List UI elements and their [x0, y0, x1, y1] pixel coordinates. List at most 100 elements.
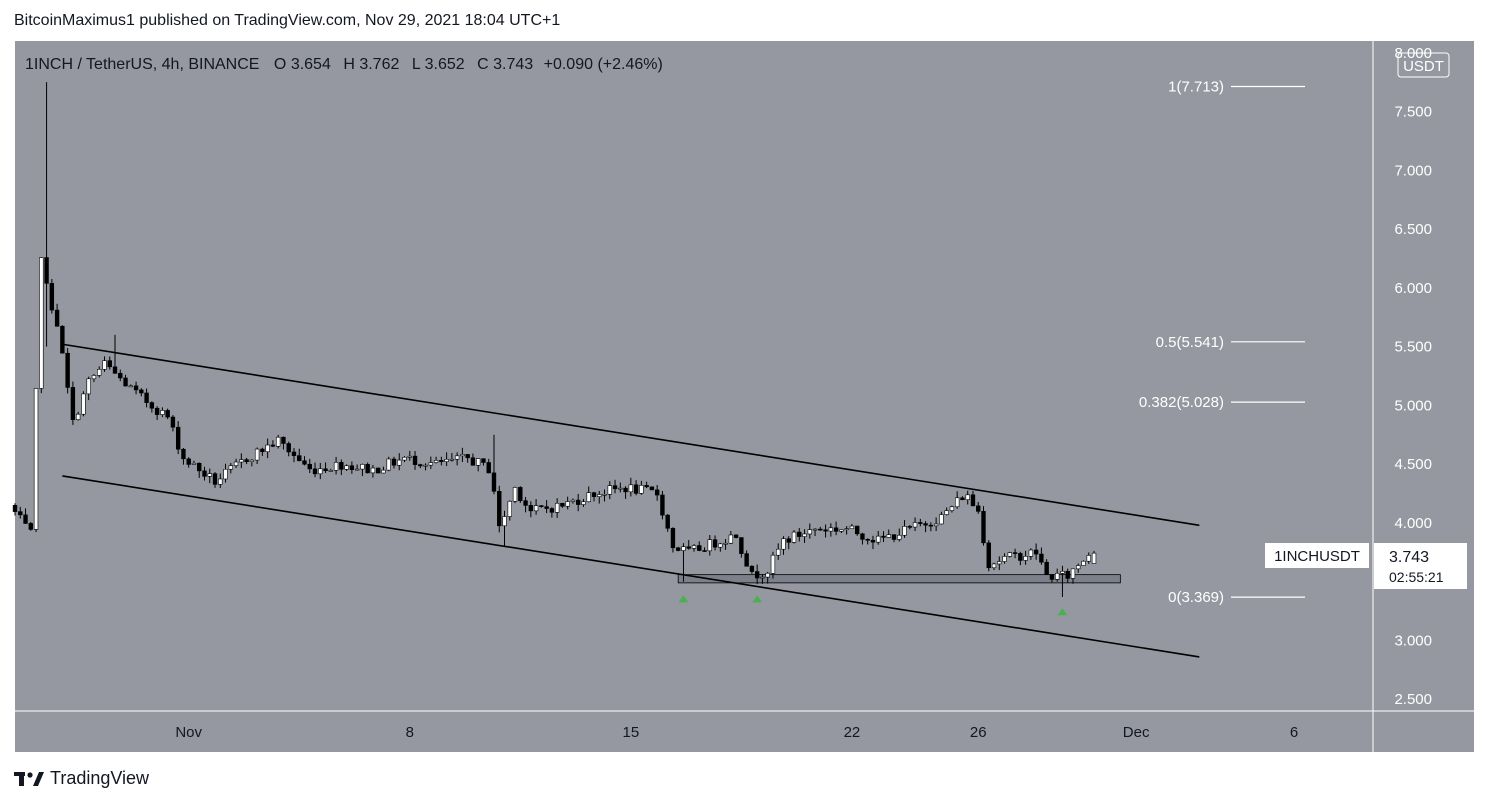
- candle-down: [391, 458, 397, 466]
- legend-high-value: 3.762: [359, 56, 399, 73]
- candle-up: [839, 529, 844, 532]
- candle-up: [1023, 556, 1028, 561]
- candle-up: [1028, 549, 1034, 557]
- candle-down: [644, 485, 649, 488]
- bar-countdown: 02:55:21: [1389, 569, 1444, 585]
- candle-up: [407, 455, 412, 458]
- candle-down: [986, 542, 991, 569]
- candle-up: [1076, 565, 1081, 570]
- fib-label: 1(7.713): [1168, 78, 1224, 95]
- candle-down: [175, 426, 181, 450]
- bounce-arrow-icon: [1057, 608, 1068, 616]
- support-zone[interactable]: [677, 574, 1121, 584]
- x-tick-label: 8: [406, 724, 414, 741]
- candle-down: [523, 500, 528, 506]
- candle-down: [865, 539, 870, 541]
- candle-up: [275, 436, 281, 447]
- candle-up: [402, 456, 407, 461]
- candle-down: [686, 546, 691, 549]
- y-tick-label: 3.000: [1394, 632, 1432, 649]
- bounce-arrow-icon: [678, 595, 689, 603]
- candle-down: [697, 545, 702, 551]
- candle-down: [149, 402, 155, 409]
- candle-up: [344, 465, 349, 470]
- candle-down: [49, 283, 55, 311]
- candle-up: [728, 534, 734, 544]
- candle-up: [607, 485, 612, 495]
- candle-up: [354, 468, 360, 471]
- candle-down: [881, 535, 886, 538]
- descending-channel[interactable]: [62, 343, 1200, 658]
- legend-symbol: 1INCH / TetherUS, 4h, BINANCE: [25, 56, 259, 73]
- candle-down: [165, 410, 170, 418]
- candle-up: [791, 531, 797, 543]
- candle-up: [954, 497, 960, 508]
- candlestick-series[interactable]: [12, 82, 1097, 597]
- y-tick-label: 2.500: [1394, 691, 1432, 708]
- legend-high-label: H: [343, 56, 355, 73]
- bounce-markers: [678, 595, 1068, 616]
- candle-up: [570, 499, 576, 502]
- bounce-arrow-icon: [752, 595, 763, 603]
- legend-change: +0.090 (+2.46%): [544, 56, 663, 73]
- candle-up: [1007, 552, 1013, 557]
- y-tick-label: 7.500: [1394, 104, 1432, 121]
- candle-up: [39, 257, 44, 389]
- x-tick-label: 15: [622, 724, 639, 741]
- candle-down: [797, 531, 802, 537]
- candle-down: [339, 462, 344, 470]
- candle-up: [681, 546, 686, 551]
- tradingview-logo-icon: [14, 771, 44, 787]
- candle-down: [870, 539, 876, 543]
- candle-down: [733, 534, 739, 538]
- candle-down: [907, 526, 913, 528]
- candle-down: [918, 522, 923, 524]
- candle-down: [186, 458, 191, 465]
- candle-up: [449, 458, 455, 461]
- candle-down: [1044, 561, 1049, 575]
- candle-down: [270, 444, 276, 447]
- candle-up: [718, 543, 723, 548]
- candle-up: [897, 534, 902, 540]
- candle-up: [370, 467, 376, 474]
- time-axis[interactable]: Nov 8 15 22 26 Dec 6: [175, 724, 1298, 741]
- candle-down: [981, 511, 986, 544]
- candle-up: [239, 459, 244, 463]
- candle-up: [1002, 556, 1007, 562]
- candle-down: [702, 550, 707, 552]
- candle-up: [533, 505, 539, 512]
- candle-down: [181, 448, 186, 460]
- currency-badge[interactable]: USDT: [1403, 58, 1444, 75]
- candle-up: [428, 462, 434, 466]
- channel-upper-line[interactable]: [62, 343, 1200, 527]
- candle-up: [849, 525, 855, 530]
- fib-label: 0(3.369): [1168, 589, 1224, 606]
- candle-down: [44, 257, 49, 284]
- candle-up: [223, 468, 228, 480]
- candle-up: [191, 462, 197, 465]
- footer-brand[interactable]: TradingView: [14, 768, 149, 789]
- fib-label: 0.382(5.028): [1139, 394, 1224, 411]
- x-tick-label: 26: [970, 724, 987, 741]
- channel-lower-line[interactable]: [62, 475, 1200, 658]
- candle-up: [723, 542, 728, 545]
- candle-down: [65, 352, 70, 388]
- candle-down: [12, 504, 18, 512]
- candle-up: [565, 501, 570, 507]
- candle-down: [375, 467, 381, 474]
- candle-down: [576, 499, 581, 505]
- candle-down: [712, 539, 718, 548]
- candle-up: [91, 375, 97, 380]
- candle-up: [386, 458, 391, 471]
- fibonacci-levels[interactable]: 1(7.713) 0.5(5.541) 0.382(5.028) 0(3.369): [1139, 78, 1305, 606]
- candle-down: [1065, 570, 1070, 579]
- currency-badge-box[interactable]: [1397, 52, 1450, 78]
- candle-down: [439, 460, 444, 462]
- candle-down: [202, 470, 207, 477]
- candle-down: [491, 472, 497, 492]
- x-tick-label: 6: [1290, 724, 1298, 741]
- candle-down: [144, 392, 149, 403]
- candle-down: [539, 505, 544, 507]
- candle-up: [444, 458, 449, 462]
